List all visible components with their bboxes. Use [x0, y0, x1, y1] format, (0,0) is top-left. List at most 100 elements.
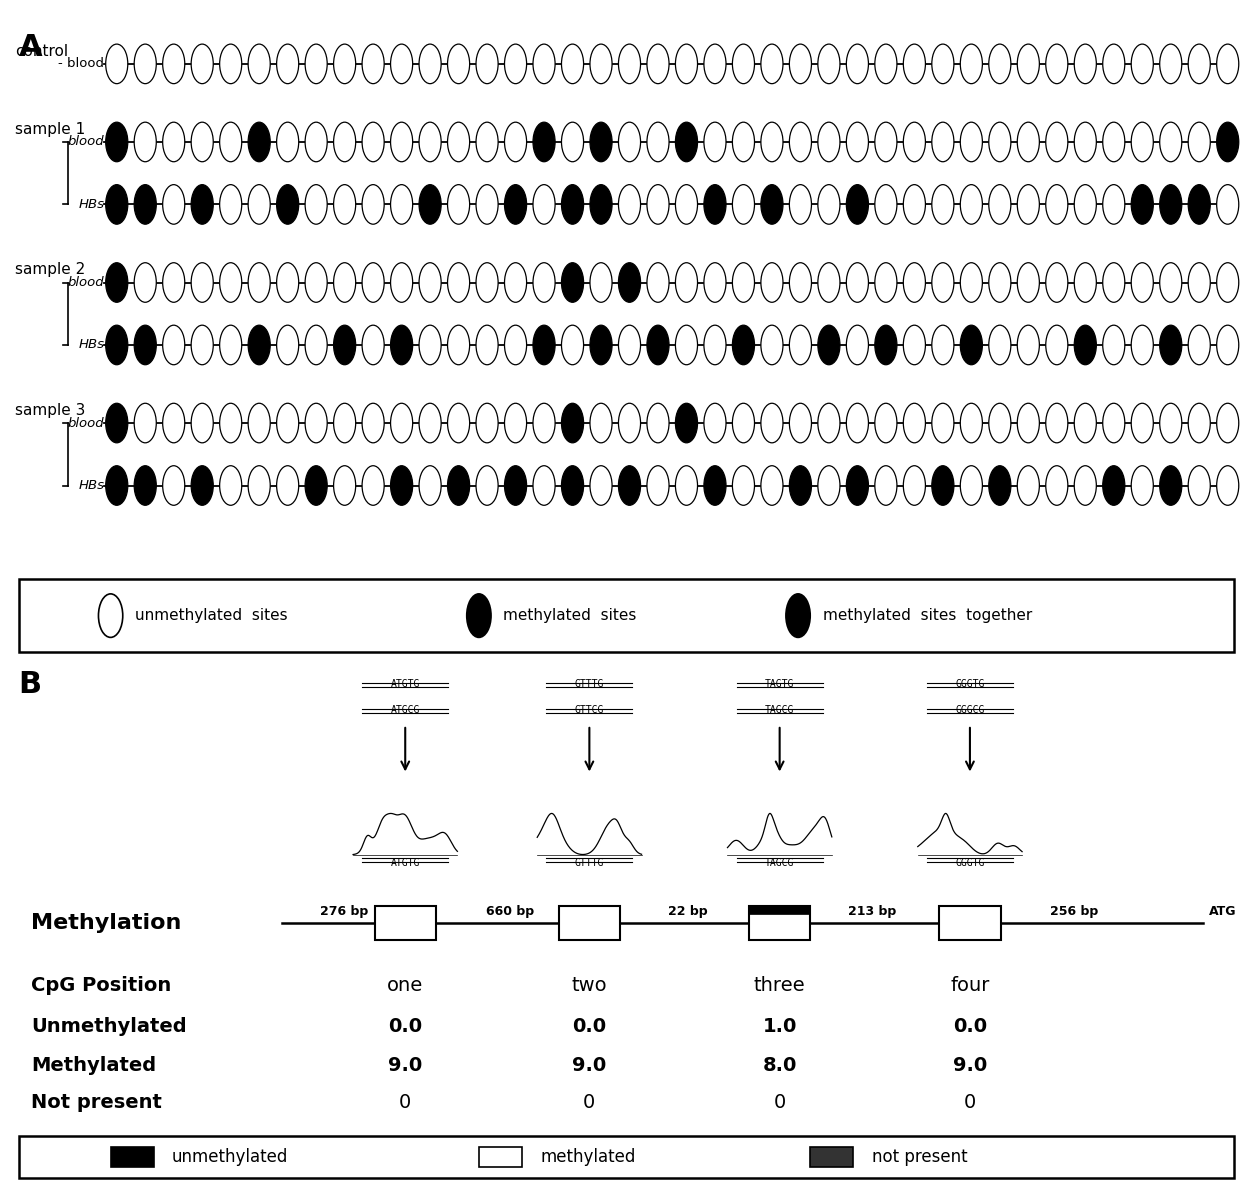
- Text: HBs: HBs: [78, 198, 104, 211]
- Ellipse shape: [790, 44, 811, 84]
- Ellipse shape: [1102, 44, 1125, 84]
- Ellipse shape: [647, 466, 670, 505]
- Ellipse shape: [676, 263, 698, 303]
- Bar: [19, 580, 1234, 652]
- Ellipse shape: [419, 403, 441, 442]
- Ellipse shape: [219, 122, 242, 162]
- Ellipse shape: [1102, 466, 1125, 505]
- Ellipse shape: [134, 185, 156, 225]
- Ellipse shape: [1188, 263, 1210, 303]
- Text: ATG: ATG: [1209, 905, 1236, 918]
- Text: 0.0: 0.0: [952, 1017, 987, 1036]
- Ellipse shape: [903, 325, 925, 364]
- Ellipse shape: [162, 325, 185, 364]
- Ellipse shape: [334, 263, 356, 303]
- Ellipse shape: [1131, 466, 1153, 505]
- Ellipse shape: [1045, 403, 1068, 442]
- Text: 276 bp: 276 bp: [320, 905, 368, 918]
- Ellipse shape: [248, 263, 270, 303]
- Ellipse shape: [533, 185, 556, 225]
- Ellipse shape: [533, 122, 556, 162]
- Ellipse shape: [305, 325, 327, 364]
- Ellipse shape: [1045, 185, 1068, 225]
- Ellipse shape: [419, 263, 441, 303]
- Ellipse shape: [1017, 403, 1039, 442]
- Ellipse shape: [1188, 325, 1210, 364]
- Bar: [749, 906, 811, 914]
- Ellipse shape: [903, 185, 925, 225]
- Text: Methylation: Methylation: [31, 913, 181, 932]
- Ellipse shape: [448, 325, 470, 364]
- Text: HBs: HBs: [78, 338, 104, 351]
- Text: 0: 0: [399, 1093, 412, 1112]
- Ellipse shape: [647, 403, 670, 442]
- Ellipse shape: [248, 325, 270, 364]
- Ellipse shape: [931, 466, 954, 505]
- Ellipse shape: [676, 44, 698, 84]
- Text: not present: not present: [872, 1148, 967, 1166]
- Text: ATGTG: ATGTG: [391, 679, 420, 689]
- Ellipse shape: [733, 44, 754, 84]
- Text: 9.0: 9.0: [952, 1056, 987, 1075]
- Ellipse shape: [105, 122, 128, 162]
- Ellipse shape: [818, 325, 839, 364]
- Ellipse shape: [761, 325, 782, 364]
- Text: 0: 0: [774, 1093, 786, 1112]
- Text: 22 bp: 22 bp: [668, 905, 707, 918]
- Ellipse shape: [134, 44, 156, 84]
- Ellipse shape: [162, 466, 185, 505]
- Bar: [19, 1136, 1234, 1178]
- Ellipse shape: [1045, 325, 1068, 364]
- Ellipse shape: [790, 263, 811, 303]
- Text: four: four: [950, 976, 990, 995]
- Text: sample 3: sample 3: [15, 403, 86, 418]
- Ellipse shape: [191, 263, 213, 303]
- Ellipse shape: [790, 185, 811, 225]
- Ellipse shape: [1074, 185, 1096, 225]
- Ellipse shape: [391, 185, 413, 225]
- Ellipse shape: [191, 185, 213, 225]
- Ellipse shape: [1131, 263, 1153, 303]
- Ellipse shape: [1017, 185, 1039, 225]
- Ellipse shape: [248, 466, 270, 505]
- Ellipse shape: [277, 403, 299, 442]
- Ellipse shape: [1159, 185, 1182, 225]
- Ellipse shape: [219, 44, 242, 84]
- Ellipse shape: [761, 466, 782, 505]
- Ellipse shape: [334, 466, 356, 505]
- Ellipse shape: [1216, 185, 1239, 225]
- Ellipse shape: [619, 185, 641, 225]
- Ellipse shape: [476, 122, 498, 162]
- Ellipse shape: [931, 122, 954, 162]
- Bar: [749, 906, 811, 939]
- Ellipse shape: [505, 44, 527, 84]
- Ellipse shape: [305, 466, 327, 505]
- Ellipse shape: [476, 403, 498, 442]
- Ellipse shape: [619, 44, 641, 84]
- Ellipse shape: [277, 122, 299, 162]
- Text: 9.0: 9.0: [388, 1056, 423, 1075]
- Text: blood: blood: [68, 416, 104, 429]
- Ellipse shape: [790, 122, 811, 162]
- Ellipse shape: [1074, 466, 1096, 505]
- Ellipse shape: [790, 325, 811, 364]
- Ellipse shape: [1102, 122, 1125, 162]
- Ellipse shape: [676, 466, 698, 505]
- Ellipse shape: [219, 403, 242, 442]
- Ellipse shape: [818, 263, 839, 303]
- Ellipse shape: [619, 325, 641, 364]
- Ellipse shape: [761, 122, 782, 162]
- Ellipse shape: [248, 185, 270, 225]
- Text: GGGTG: GGGTG: [955, 858, 985, 867]
- Ellipse shape: [1074, 325, 1096, 364]
- Text: sample 1: sample 1: [15, 122, 86, 137]
- Ellipse shape: [875, 44, 897, 84]
- Ellipse shape: [162, 44, 185, 84]
- Ellipse shape: [733, 122, 754, 162]
- Text: 213 bp: 213 bp: [848, 905, 895, 918]
- Text: three: three: [754, 976, 806, 995]
- Ellipse shape: [1017, 263, 1039, 303]
- Ellipse shape: [988, 122, 1011, 162]
- Ellipse shape: [305, 185, 327, 225]
- Ellipse shape: [476, 185, 498, 225]
